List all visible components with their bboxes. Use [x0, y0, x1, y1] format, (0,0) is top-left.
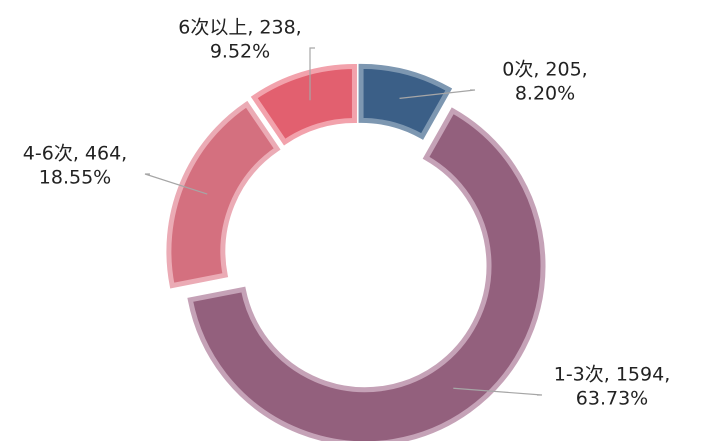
data-label: 6次以上, 238, [178, 17, 301, 39]
data-label: 63.73% [576, 388, 648, 410]
donut-slice [250, 64, 357, 146]
leader-line [309, 47, 315, 101]
data-label: 1-3次, 1594, [554, 364, 671, 386]
data-label: 8.20% [515, 83, 575, 105]
data-label: 9.52% [210, 41, 270, 63]
data-label: 0次, 205, [502, 59, 587, 81]
leader-line [144, 173, 208, 195]
donut-slice [358, 63, 453, 140]
data-label: 18.55% [39, 167, 111, 189]
leader-line [399, 89, 476, 99]
donut-slice [187, 107, 546, 441]
donut-slice [166, 100, 281, 289]
data-label: 4-6次, 464, [23, 143, 127, 165]
leader-line [453, 387, 543, 396]
